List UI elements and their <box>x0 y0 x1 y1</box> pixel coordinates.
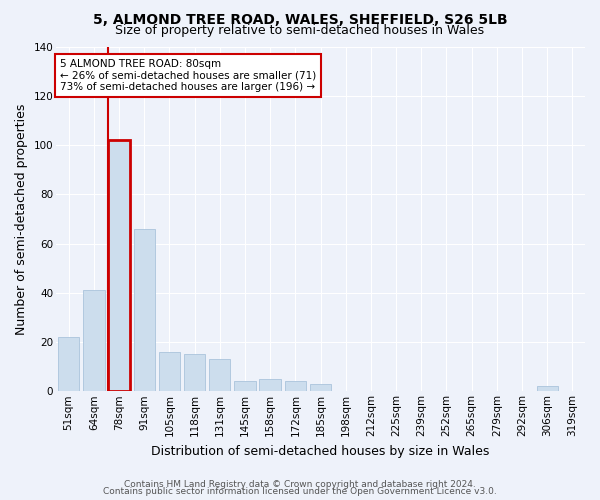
Bar <box>284 382 306 392</box>
Text: 5 ALMOND TREE ROAD: 80sqm
← 26% of semi-detached houses are smaller (71)
73% of : 5 ALMOND TREE ROAD: 80sqm ← 26% of semi-… <box>60 59 316 92</box>
Text: 5, ALMOND TREE ROAD, WALES, SHEFFIELD, S26 5LB: 5, ALMOND TREE ROAD, WALES, SHEFFIELD, S… <box>92 12 508 26</box>
Bar <box>184 354 205 392</box>
Bar <box>83 290 104 392</box>
Text: Contains public sector information licensed under the Open Government Licence v3: Contains public sector information licen… <box>103 487 497 496</box>
Bar <box>310 384 331 392</box>
Bar <box>58 337 79 392</box>
Text: Size of property relative to semi-detached houses in Wales: Size of property relative to semi-detach… <box>115 24 485 37</box>
Bar <box>159 352 180 392</box>
Bar <box>134 228 155 392</box>
Y-axis label: Number of semi-detached properties: Number of semi-detached properties <box>15 103 28 334</box>
Bar <box>209 360 230 392</box>
Bar <box>234 382 256 392</box>
X-axis label: Distribution of semi-detached houses by size in Wales: Distribution of semi-detached houses by … <box>151 444 490 458</box>
Text: Contains HM Land Registry data © Crown copyright and database right 2024.: Contains HM Land Registry data © Crown c… <box>124 480 476 489</box>
Bar <box>109 140 130 392</box>
Bar <box>259 379 281 392</box>
Bar <box>536 386 558 392</box>
